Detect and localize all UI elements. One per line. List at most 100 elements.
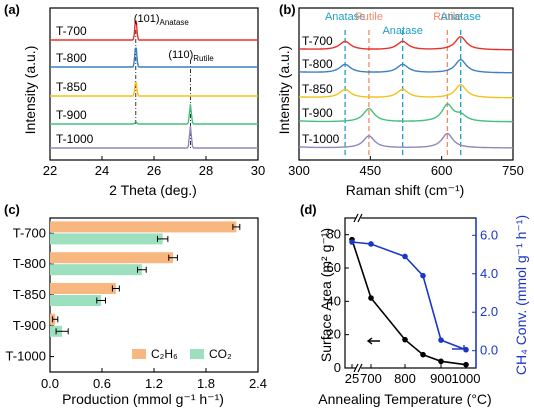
panel-a-anatase-annotation: (101)Anatase [134,13,190,27]
panel-d-xtick-label: 800 [394,371,416,386]
panel-d-point-ch4-conv [368,241,374,247]
panel-c-xtick-label: 1.2 [145,376,163,391]
panel-c-category-label: T-850 [13,287,46,302]
panel-c-bar [50,252,174,264]
panel-d-axis-break-mark [353,213,359,223]
panel-c-xtick-label: 2.4 [249,376,267,391]
panel-a-ylabel: Intensity (a.u.) [22,46,38,135]
panel-d-y2tick-label: 4.0 [480,266,498,281]
panel-a-rutile-annotation: (110)Rutile [168,49,214,63]
panel-b-series-label: T-850 [302,82,333,96]
panel-b-ylabel: Intensity (a.u.) [276,46,292,135]
panel-b-series-T-900 [299,103,513,123]
panel-a-series-label: T-850 [56,80,87,94]
panel-d-point-ch4-conv [349,239,355,245]
panel-d-point-surface-area [368,295,374,301]
panel-a-series-label: T-900 [56,108,87,122]
panel-c-xtick-label: 1.8 [197,376,215,391]
panel-b-xtick-label: 300 [288,163,310,178]
panel-d-y2tick-label: 0.0 [480,343,498,358]
panel-c-bar [50,283,116,294]
panel-d-point-surface-area [438,358,444,365]
panel-a-xtick-label: 28 [199,163,213,178]
panel-b-ref-label: Anatase [325,11,365,23]
panel-b-series-T-1000 [299,132,513,149]
panel-d-letter: (d) [300,202,317,217]
panel-d-xlabel: Annealing Temperature (°C) [318,391,491,407]
panel-b-ref-label: Anatase [382,25,422,37]
panel-c-xlabel: Production (mmol g⁻¹ h⁻¹) [62,391,224,407]
panel-b-xtick-label: 750 [502,163,524,178]
panel-b-xtick-label: 450 [359,163,381,178]
panel-d-axis-break-mark [357,363,363,373]
panel-d-xtick-label: 1000 [452,371,481,386]
panel-b-frame [298,7,514,161]
panel-d-y2label: CH₄ Conv. (mmol g⁻¹ h⁻¹) [513,215,529,375]
panel-d-point-ch4-conv [402,253,408,260]
panel-a-xtick-label: 30 [251,163,265,178]
panel-c-legend-label: C₂H₆ [151,347,178,361]
panel-d-ytick-label: 40 [327,293,341,308]
panel-c-bar [50,295,102,306]
panel-b-series-label: T-900 [302,106,333,120]
panel-a-series-label: T-1000 [56,132,94,146]
panel-b-xtick-label: 600 [431,163,453,178]
panel-d-point-ch4-conv [438,337,444,343]
panel-d-xtick-label: 900 [430,371,452,386]
panel-a-series-T-800 [50,47,258,68]
panel-c-bar [50,233,163,245]
panel-c-category-label: T-700 [13,225,46,240]
panel-d-ytick-label: 0 [334,360,341,375]
panel-a-xtick-label: 26 [147,163,161,178]
panel-b-letter: (b) [279,2,296,17]
panel-d-xtick-label: 25 [345,371,359,386]
panel-d-y2tick-label: 6.0 [480,227,498,242]
chart-marks: 22 24 26 28 30 T-700 T-800 T-850 T-900 T-1000 (101… [6,7,524,391]
panel-b-series-label: T-700 [302,34,333,48]
panel-a-letter: (a) [4,2,20,17]
panel-d-series-ch4-conv [351,241,467,351]
panel-d-ytick-label: 60 [327,260,341,275]
panel-c-xtick-label: 0.6 [93,376,111,391]
panel-d-series-surface-area [351,239,467,366]
panel-a-series-label: T-800 [56,51,87,65]
panel-a-xlabel: 2 Theta (deg.) [109,182,197,198]
panel-d-axis-break-top-gap [356,212,361,224]
panel-d-point-surface-area [463,361,469,368]
panel-c-legend-swatch [190,349,204,359]
panel-d-xtick-label: 700 [360,371,382,386]
panel-d-axis-break-mark [357,213,363,223]
panel-a-xtick-label: 24 [95,163,109,178]
panel-c-letter: (c) [4,202,20,217]
panel-b-series-T-700 [298,35,513,51]
panel-c-legend-label: CO₂ [209,347,232,361]
panel-d-y2tick-label: 2.0 [480,304,498,319]
panel-d-ytick-label: 80 [327,227,341,242]
panel-b-xlabel: Raman shift (cm⁻¹) [346,182,465,198]
panel-d-point-ch4-conv [420,272,426,279]
panel-b-series-label: T-800 [302,57,333,71]
panel-c-category-label: T-1000 [6,349,46,364]
panel-b-series-T-800 [298,58,513,74]
panel-d-axis-break-bottom-gap [356,362,361,374]
panel-b-ref-label: Rutile [433,11,461,23]
panel-a-series-label: T-700 [56,24,87,38]
panel-b-ref-label: Anatase [441,11,481,23]
panel-b-series-label: T-1000 [302,132,340,146]
panel-d-point-surface-area [402,336,408,343]
panel-a-series-T-1000 [50,125,258,149]
panel-b-series-T-850 [298,83,513,99]
panel-d-ylabel: Surface Area (m² g⁻¹) [318,228,334,362]
panel-c-legend-swatch [132,349,146,359]
panel-d-right-axis-indicator [452,345,465,350]
panel-d-ytick-label: 20 [327,327,341,342]
panel-c-bar [50,221,237,233]
panel-c-category-label: T-800 [13,256,46,271]
panel-a-series-T-900 [50,104,258,125]
panel-c-bar [50,264,142,276]
panel-b-ref-label: Rutile [355,11,383,23]
panel-d-left-axis-indicator [366,337,380,345]
panel-a-series-T-700 [50,20,258,41]
panel-a-xtick-label: 22 [43,163,57,178]
